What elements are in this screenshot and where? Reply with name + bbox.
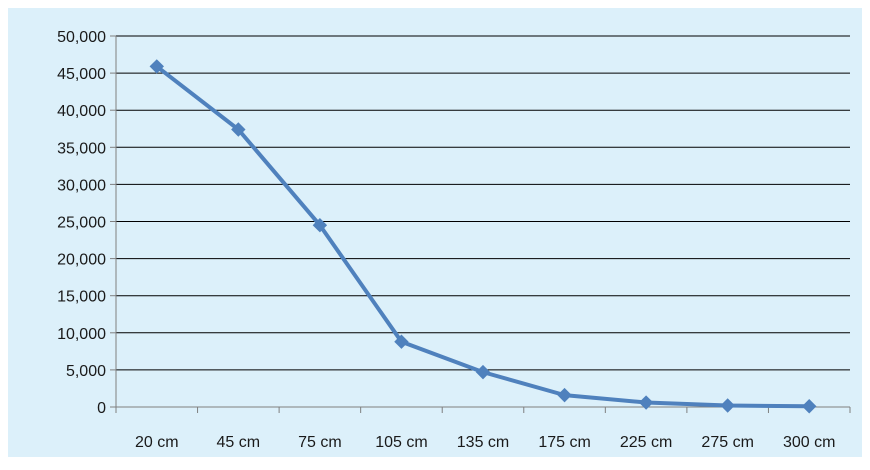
y-tick-label: 40,000: [57, 103, 106, 120]
x-tick-label: 225 cm: [620, 434, 672, 451]
data-point-marker: [802, 399, 817, 414]
y-tick-label: 15,000: [57, 289, 106, 306]
x-tick-label: 135 cm: [457, 434, 509, 451]
x-tick-label: 105 cm: [375, 434, 427, 451]
x-tick-label: 75 cm: [298, 434, 342, 451]
data-point-marker: [394, 334, 409, 349]
y-tick-label: 0: [97, 400, 106, 417]
data-point-marker: [475, 364, 491, 380]
y-tick-label: 25,000: [57, 215, 106, 232]
data-point-marker: [149, 59, 164, 74]
y-tick-label: 20,000: [57, 252, 106, 269]
y-tick-label: 30,000: [57, 177, 106, 194]
data-point-marker: [557, 387, 572, 403]
y-tick-labels: 0 5,000 10,000 15,000 20,000 25,000 30,000 35,0…: [57, 29, 106, 417]
data-point-marker: [638, 395, 654, 410]
x-tick-labels: 20 cm 45 cm 75 cm 105 cm 135 cm 175 cm 225 cm 2…: [135, 434, 835, 451]
chart-background: [8, 8, 862, 457]
x-tick-label: 275 cm: [701, 434, 753, 451]
x-tick-label: 20 cm: [135, 434, 179, 451]
x-tick-label: 300 cm: [783, 434, 835, 451]
y-tick-label: 45,000: [57, 66, 106, 83]
data-point-marker: [231, 122, 246, 137]
gridlines: [116, 35, 850, 371]
y-tick-label: 10,000: [57, 326, 106, 343]
data-series: [149, 59, 817, 414]
data-point-marker: [720, 398, 735, 413]
y-tick-label: 50,000: [57, 29, 106, 46]
x-tick-label: 45 cm: [217, 434, 261, 451]
y-tick-label: 5,000: [66, 363, 106, 380]
x-tick-label: 175 cm: [538, 434, 590, 451]
data-point-marker: [312, 218, 328, 233]
y-tick-label: 35,000: [57, 140, 106, 157]
